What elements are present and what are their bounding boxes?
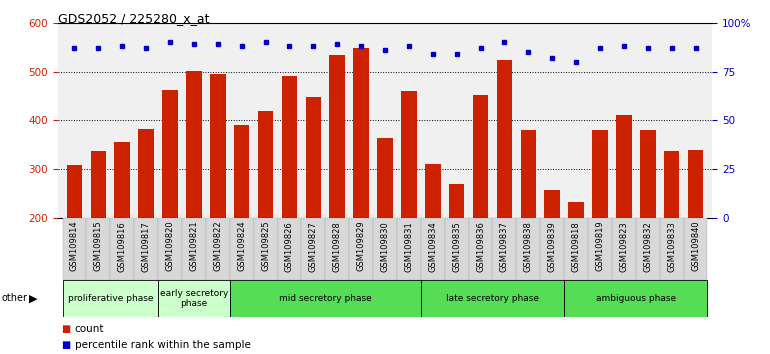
Bar <box>86 218 110 280</box>
Text: GSM109818: GSM109818 <box>571 221 581 272</box>
Text: GSM109832: GSM109832 <box>643 221 652 272</box>
Bar <box>660 218 684 280</box>
Bar <box>640 130 655 315</box>
Text: GSM109828: GSM109828 <box>333 221 342 272</box>
Bar <box>664 150 679 315</box>
Bar <box>684 218 708 280</box>
Bar <box>564 280 708 317</box>
Bar <box>445 218 469 280</box>
Bar <box>306 97 321 315</box>
Text: count: count <box>75 324 104 334</box>
Bar <box>301 218 325 280</box>
Text: GSM109815: GSM109815 <box>94 221 103 272</box>
Bar <box>67 165 82 315</box>
Bar <box>544 190 560 315</box>
Bar <box>425 164 440 315</box>
Bar <box>186 71 202 315</box>
Bar <box>182 218 206 280</box>
Bar <box>497 61 512 315</box>
Text: ■: ■ <box>62 324 71 334</box>
Text: GSM109826: GSM109826 <box>285 221 294 272</box>
Bar <box>62 280 158 317</box>
Bar <box>253 218 277 280</box>
Bar <box>592 130 608 315</box>
Bar <box>330 55 345 315</box>
Text: GDS2052 / 225280_x_at: GDS2052 / 225280_x_at <box>58 12 209 25</box>
Text: GSM109838: GSM109838 <box>524 221 533 272</box>
Bar <box>373 218 397 280</box>
Bar <box>158 280 229 317</box>
Bar <box>206 218 229 280</box>
Bar <box>62 218 86 280</box>
Text: ambiguous phase: ambiguous phase <box>596 294 676 303</box>
Bar <box>110 218 134 280</box>
Bar <box>91 150 106 315</box>
Bar <box>282 76 297 315</box>
Text: GSM109839: GSM109839 <box>547 221 557 272</box>
Bar <box>139 129 154 315</box>
Bar <box>636 218 660 280</box>
Text: GSM109823: GSM109823 <box>619 221 628 272</box>
Text: GSM109833: GSM109833 <box>667 221 676 272</box>
Text: GSM109837: GSM109837 <box>500 221 509 272</box>
Bar <box>568 202 584 315</box>
Bar <box>162 90 178 315</box>
Text: GSM109825: GSM109825 <box>261 221 270 272</box>
Text: GSM109830: GSM109830 <box>380 221 390 272</box>
Bar <box>234 125 249 315</box>
Bar <box>353 48 369 315</box>
Bar <box>377 138 393 315</box>
Bar <box>277 218 301 280</box>
Bar <box>469 218 493 280</box>
Bar <box>421 280 564 317</box>
Bar <box>541 218 564 280</box>
Text: GSM109840: GSM109840 <box>691 221 700 272</box>
Bar <box>421 218 445 280</box>
Bar <box>229 218 253 280</box>
Bar <box>473 95 488 315</box>
Text: GSM109814: GSM109814 <box>70 221 79 272</box>
Bar <box>349 218 373 280</box>
Text: late secretory phase: late secretory phase <box>446 294 539 303</box>
Bar <box>158 218 182 280</box>
Text: mid secretory phase: mid secretory phase <box>279 294 372 303</box>
Bar <box>258 110 273 315</box>
Bar <box>688 149 703 315</box>
Bar <box>616 115 631 315</box>
Bar <box>325 218 349 280</box>
Bar <box>210 74 226 315</box>
Text: GSM109835: GSM109835 <box>452 221 461 272</box>
Bar <box>401 91 417 315</box>
Text: percentile rank within the sample: percentile rank within the sample <box>75 340 250 350</box>
Text: GSM109816: GSM109816 <box>118 221 127 272</box>
Text: ▶: ▶ <box>29 293 38 303</box>
Text: GSM109820: GSM109820 <box>166 221 175 272</box>
Text: GSM109836: GSM109836 <box>476 221 485 272</box>
Bar <box>134 218 158 280</box>
Text: GSM109834: GSM109834 <box>428 221 437 272</box>
Text: GSM109829: GSM109829 <box>357 221 366 272</box>
Text: GSM109821: GSM109821 <box>189 221 199 272</box>
Bar <box>521 130 536 315</box>
Bar <box>588 218 612 280</box>
Text: GSM109831: GSM109831 <box>404 221 413 272</box>
Bar <box>449 184 464 315</box>
Text: GSM109817: GSM109817 <box>142 221 151 272</box>
Bar <box>564 218 588 280</box>
Text: GSM109822: GSM109822 <box>213 221 223 272</box>
Text: proliferative phase: proliferative phase <box>68 294 153 303</box>
Text: other: other <box>2 293 28 303</box>
Text: GSM109819: GSM109819 <box>595 221 604 272</box>
Bar <box>397 218 421 280</box>
Bar <box>229 280 421 317</box>
Bar <box>493 218 517 280</box>
Text: early secretory
phase: early secretory phase <box>159 289 228 308</box>
Text: GSM109827: GSM109827 <box>309 221 318 272</box>
Text: ■: ■ <box>62 340 71 350</box>
Bar <box>517 218 541 280</box>
Text: GSM109824: GSM109824 <box>237 221 246 272</box>
Bar <box>612 218 636 280</box>
Bar <box>115 142 130 315</box>
